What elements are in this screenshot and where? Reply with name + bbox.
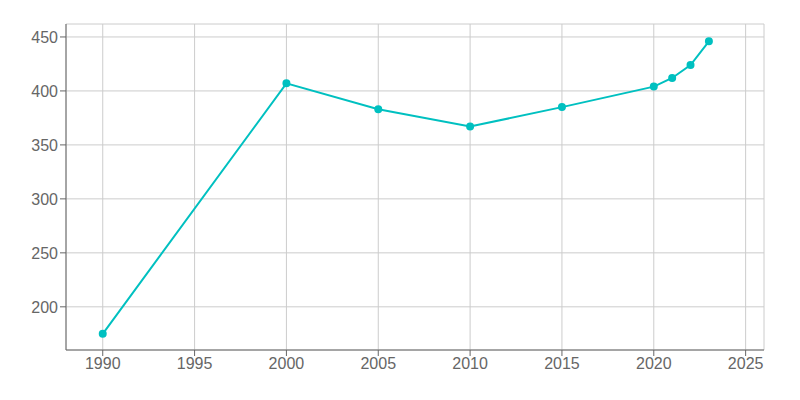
svg-text:350: 350	[31, 137, 58, 154]
svg-text:2005: 2005	[360, 355, 396, 372]
svg-text:2015: 2015	[544, 355, 580, 372]
svg-text:200: 200	[31, 299, 58, 316]
svg-text:2010: 2010	[452, 355, 488, 372]
svg-text:450: 450	[31, 29, 58, 46]
svg-text:250: 250	[31, 245, 58, 262]
svg-text:1995: 1995	[177, 355, 213, 372]
svg-text:2025: 2025	[728, 355, 764, 372]
svg-text:1990: 1990	[85, 355, 121, 372]
svg-text:300: 300	[31, 191, 58, 208]
svg-text:400: 400	[31, 83, 58, 100]
svg-text:2000: 2000	[269, 355, 305, 372]
svg-text:2020: 2020	[636, 355, 672, 372]
